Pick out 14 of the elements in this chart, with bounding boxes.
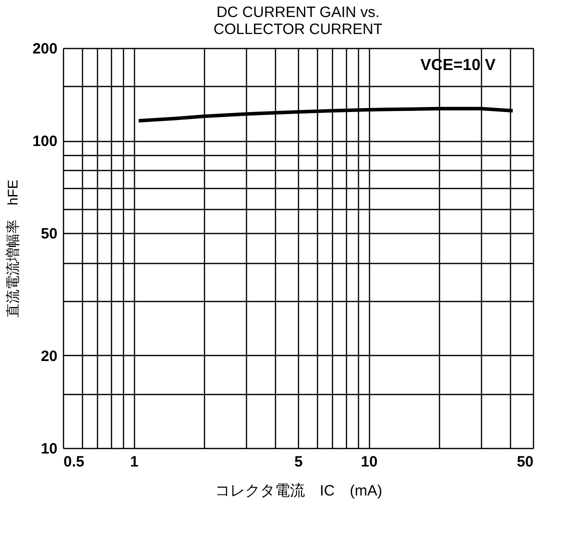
y-tick-label: 100 (32, 133, 58, 150)
y-tick-label: 50 (40, 226, 58, 243)
text: COLLECTOR CURRENT (214, 21, 382, 38)
x-tick-label: 10 (360, 454, 378, 470)
x-tick-label: 5 (294, 454, 303, 470)
y-tick-label: 200 (32, 40, 58, 58)
x-tick-label: 50 (516, 454, 534, 470)
y-tick-label: 20 (40, 348, 58, 365)
text: DC CURRENT GAIN vs. (216, 4, 380, 21)
y-axis-title: 直流電流増幅率 hFE (4, 180, 20, 318)
x-tick-label: 1 (130, 454, 138, 470)
y-tick-label: 10 (40, 440, 58, 458)
x-tick-label: 0.5 (64, 454, 84, 470)
x-axis-title: コレクタ電流 IC (mA) (214, 482, 382, 500)
